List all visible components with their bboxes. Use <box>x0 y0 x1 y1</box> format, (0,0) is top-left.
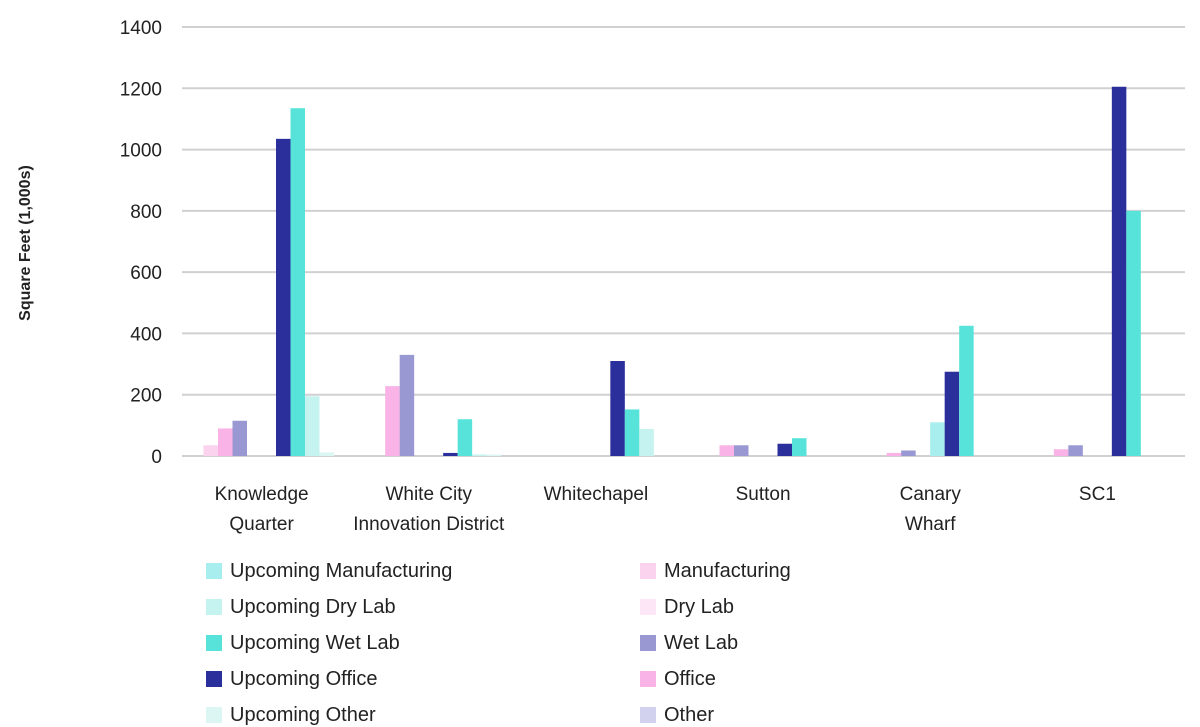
y-tick-label: 200 <box>130 386 162 407</box>
x-category-label-line: Whitechapel <box>544 484 649 505</box>
legend-item: Upcoming Other <box>206 703 376 727</box>
y-tick-label: 1400 <box>120 18 162 39</box>
y-tick-label: 1000 <box>120 141 162 162</box>
x-category-label: Sutton <box>736 484 791 505</box>
x-category-label-line: White City <box>385 484 472 505</box>
bar-upcoming-wet-lab <box>792 438 807 456</box>
bar-upcoming-dry-lab <box>305 396 320 456</box>
bar-upcoming-office <box>944 371 960 456</box>
legend-swatch <box>640 563 656 579</box>
legend-label: Upcoming Manufacturing <box>230 559 453 582</box>
bar-upcoming-other <box>319 452 334 456</box>
bar-manufacturing <box>203 445 218 456</box>
legend-label: Other <box>664 703 715 726</box>
bar-office <box>1053 449 1069 456</box>
bar-office <box>719 445 734 456</box>
y-tick-label: 1200 <box>120 79 162 100</box>
legend-swatch <box>640 707 656 723</box>
bar-wet-lab <box>1068 445 1083 456</box>
bar-wet-lab <box>734 445 749 456</box>
x-category-label-line: Innovation District <box>353 514 505 535</box>
bar-upcoming-office <box>610 361 625 456</box>
bar-upcoming-other <box>486 454 502 456</box>
legend-swatch <box>206 671 222 687</box>
legend-swatch <box>206 563 222 579</box>
bar-upcoming-office <box>1111 86 1127 456</box>
x-category-label-line: SC1 <box>1079 484 1116 505</box>
bar-upcoming-wet-lab <box>290 108 305 456</box>
bar-upcoming-office <box>777 443 792 456</box>
x-category-label-line: Canary <box>900 484 962 505</box>
x-category-label: Knowledge Quarter <box>215 484 309 535</box>
bar-upcoming-dry-lab <box>472 454 487 456</box>
legend-swatch <box>206 599 222 615</box>
x-category-label: White City Innovation District <box>353 484 505 535</box>
y-tick-label: 0 <box>151 447 162 468</box>
bar-office <box>218 428 233 456</box>
legend-swatch <box>206 707 222 723</box>
x-axis-categories: Knowledge Quarter White City Innovation Dis… <box>215 484 1116 535</box>
bar-upcoming-dry-lab <box>639 429 654 456</box>
legend-item: Upcoming Manufacturing <box>206 559 452 583</box>
legend-label: Upcoming Dry Lab <box>230 595 396 618</box>
legend-item: Upcoming Dry Lab <box>206 595 396 619</box>
legend-item: Dry Lab <box>640 595 734 619</box>
bar-upcoming-manufacturing <box>930 422 945 456</box>
bar-upcoming-wet-lab <box>1126 210 1141 456</box>
legend-item: Manufacturing <box>640 559 791 583</box>
bar-upcoming-office <box>443 452 458 456</box>
legend-label: Upcoming Wet Lab <box>230 631 400 654</box>
legend-swatch <box>206 635 222 651</box>
bar-office <box>886 452 902 456</box>
x-category-label: Whitechapel <box>544 484 649 505</box>
bar-upcoming-wet-lab <box>624 409 640 456</box>
legend-label: Wet Lab <box>664 631 739 654</box>
y-tick-label: 800 <box>130 202 162 223</box>
bars <box>203 86 1141 456</box>
y-axis-label: Square Feet (1,000s) <box>17 165 34 321</box>
bar-wet-lab <box>399 354 415 456</box>
x-category-label-line: Quarter <box>229 514 294 535</box>
bar-upcoming-wet-lab <box>959 325 974 456</box>
bar-upcoming-wet-lab <box>457 419 473 456</box>
legend-item: Upcoming Wet Lab <box>206 631 400 655</box>
x-category-label: Canary Wharf <box>900 484 962 535</box>
legend-swatch <box>640 599 656 615</box>
gridlines <box>182 26 1185 457</box>
y-axis-ticks: 0 200 400 600 800 1000 1200 1400 <box>120 18 162 468</box>
legend-label: Upcoming Other <box>230 703 376 726</box>
legend-swatch <box>640 635 656 651</box>
legend-label: Office <box>664 667 716 690</box>
bar-office <box>385 386 400 456</box>
legend-label: Dry Lab <box>664 595 735 618</box>
legend-item: Other <box>640 703 714 727</box>
x-category-label: SC1 <box>1079 484 1116 505</box>
legend-swatch <box>640 671 656 687</box>
bar-wet-lab <box>901 450 916 456</box>
x-category-label-line: Sutton <box>736 484 791 505</box>
bar-wet-lab <box>232 420 247 456</box>
legend-label: Manufacturing <box>664 559 791 582</box>
legend-item: Upcoming Office <box>206 667 377 691</box>
legend-label: Upcoming Office <box>230 667 378 690</box>
y-tick-label: 400 <box>130 324 162 345</box>
bar-upcoming-office <box>276 138 291 456</box>
x-category-label-line: Knowledge <box>215 484 309 505</box>
legend-item: Office <box>640 667 716 691</box>
x-category-label-line: Wharf <box>905 514 956 535</box>
legend-item: Wet Lab <box>640 631 738 655</box>
y-tick-label: 600 <box>130 263 162 284</box>
